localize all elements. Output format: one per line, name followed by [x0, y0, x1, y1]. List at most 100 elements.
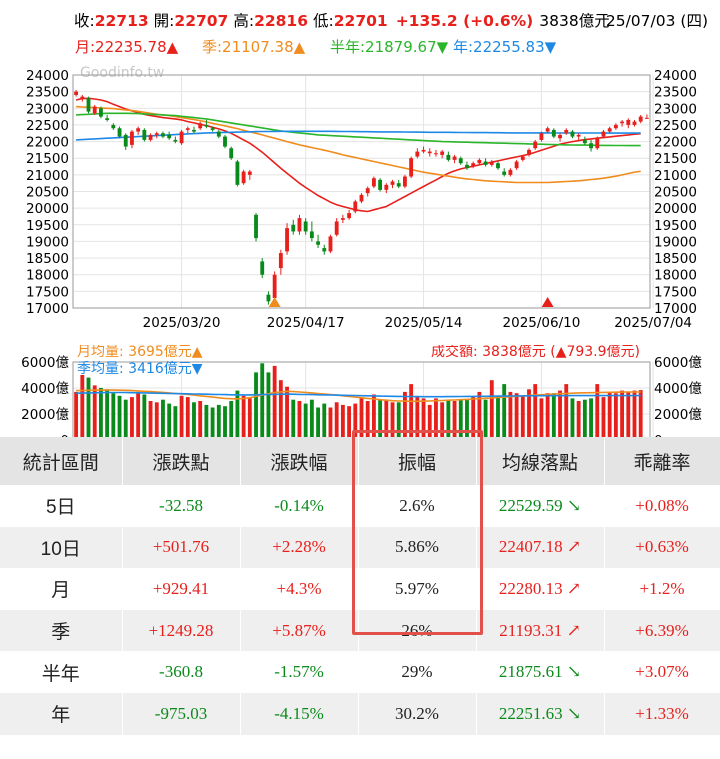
candle-body	[384, 184, 389, 190]
volume-tick-left: 4000億	[21, 381, 69, 397]
candle-body	[576, 134, 581, 137]
candle-body	[434, 153, 438, 155]
candle-body	[185, 128, 190, 130]
candle-body	[595, 138, 600, 149]
y-tick-label-right: 21500	[654, 151, 697, 167]
volume-bar	[545, 393, 550, 440]
volume-bar	[235, 390, 240, 440]
volume-bar	[508, 391, 513, 440]
volume-bar	[303, 403, 308, 440]
volume-bar	[210, 407, 215, 440]
candle-body	[359, 194, 364, 202]
low-marker	[268, 297, 281, 307]
candle-body	[98, 108, 103, 117]
y-tick-label-right: 17000	[654, 301, 697, 317]
y-tick-label-left: 24000	[26, 68, 69, 84]
x-tick-label: 2025/07/04	[614, 315, 692, 331]
bias-cell: +6.39%	[604, 609, 720, 652]
table-row: 年 -975.03 -4.15% 30.2% 22251.63 ↘ +1.33%	[0, 692, 720, 735]
table-row: 月 +929.41 +4.3% 5.97% 22280.13 ↗ +1.2%	[0, 568, 720, 610]
ma-legend-item: 月:22235.78▲	[75, 38, 179, 56]
y-tick-label-left: 17000	[26, 301, 69, 317]
amplitude-cell: 5.97%	[358, 568, 477, 610]
candle-body	[105, 118, 110, 120]
candle-body	[626, 119, 631, 125]
candle-body	[86, 98, 91, 112]
candle-body	[210, 128, 215, 130]
candle-body	[179, 131, 184, 144]
y-tick-label-right: 24000	[654, 68, 697, 84]
bias-cell: +0.08%	[604, 485, 720, 527]
candle-body	[80, 96, 85, 99]
volume-bar	[365, 401, 370, 440]
candle-body	[241, 171, 246, 184]
volume-bar	[558, 390, 562, 440]
volume-bar	[179, 395, 184, 440]
volume-bar	[117, 395, 122, 440]
close-value: 22713	[95, 12, 149, 30]
candle-body	[545, 128, 550, 132]
y-tick-label-right: 22000	[654, 135, 697, 151]
volume-bar	[514, 393, 519, 440]
volume-bar	[446, 399, 451, 440]
y-tick-label-right: 20000	[654, 201, 697, 217]
volume-bar	[105, 389, 110, 440]
percent-cell: +5.87%	[240, 609, 359, 652]
candle-body	[489, 161, 494, 165]
y-tick-label-left: 23500	[26, 85, 69, 101]
ma-value-cell: 22529.59 ↘	[476, 485, 605, 527]
high-value: 22816	[254, 12, 308, 30]
candle-body	[328, 236, 333, 252]
price-chart: 收:22713 開:22707 高:22816 低:22701 +135.2 (+0.6…	[26, 12, 708, 331]
volume-bar	[390, 402, 395, 440]
candle-body	[347, 213, 352, 219]
turnover-value: 3838億元	[539, 12, 609, 30]
amplitude-cell: 2.6%	[358, 485, 477, 527]
volume-bar	[154, 402, 159, 440]
y-tick-label-left: 19500	[26, 218, 69, 234]
change-value: +135.2 (+0.6%)	[396, 12, 534, 30]
volume-bar	[86, 377, 91, 440]
volume-bar	[111, 393, 116, 440]
header-period: 統計區間	[0, 437, 123, 485]
volume-bar	[74, 391, 79, 440]
volume-bar	[626, 391, 631, 440]
y-tick-label-right: 19000	[654, 234, 697, 250]
candle-body	[123, 134, 128, 147]
trend-down-icon: ↘	[566, 703, 582, 723]
volume-bar	[192, 402, 196, 440]
period-cell: 月	[0, 568, 123, 610]
volume-bar	[458, 399, 463, 440]
candle-body	[192, 129, 196, 132]
volume-bar	[502, 384, 507, 440]
percent-cell: -0.14%	[240, 485, 359, 527]
y-tick-label-left: 20000	[26, 201, 69, 217]
candle-body	[117, 128, 122, 137]
volume-bar	[638, 390, 643, 440]
candle-body	[216, 131, 221, 137]
points-cell: -32.58	[122, 485, 241, 527]
y-tick-label-left: 22000	[26, 135, 69, 151]
candle-body	[74, 91, 79, 95]
candle-body	[198, 123, 203, 129]
volume-bar	[148, 401, 153, 440]
volume-bar	[359, 397, 364, 440]
volume-bar	[278, 380, 283, 440]
volume-bar	[378, 399, 383, 440]
candle-body	[353, 201, 358, 212]
volume-bars	[74, 363, 643, 440]
volume-bar	[291, 399, 296, 440]
percent-cell: +4.3%	[240, 568, 359, 610]
open-value: 22707	[174, 12, 228, 30]
volume-tick-right: 2000億	[654, 407, 702, 423]
volume-bar	[229, 401, 234, 440]
x-tick-label: 2025/05/14	[385, 315, 463, 331]
quote-date: '25/07/03 (四)	[602, 12, 708, 30]
volume-bar	[340, 404, 345, 440]
candle-body	[148, 134, 153, 140]
candle-body	[601, 131, 606, 137]
volume-bar	[136, 391, 141, 440]
candle-body	[558, 134, 562, 139]
amplitude-cell: 26%	[358, 609, 477, 652]
candle-body	[452, 156, 457, 160]
